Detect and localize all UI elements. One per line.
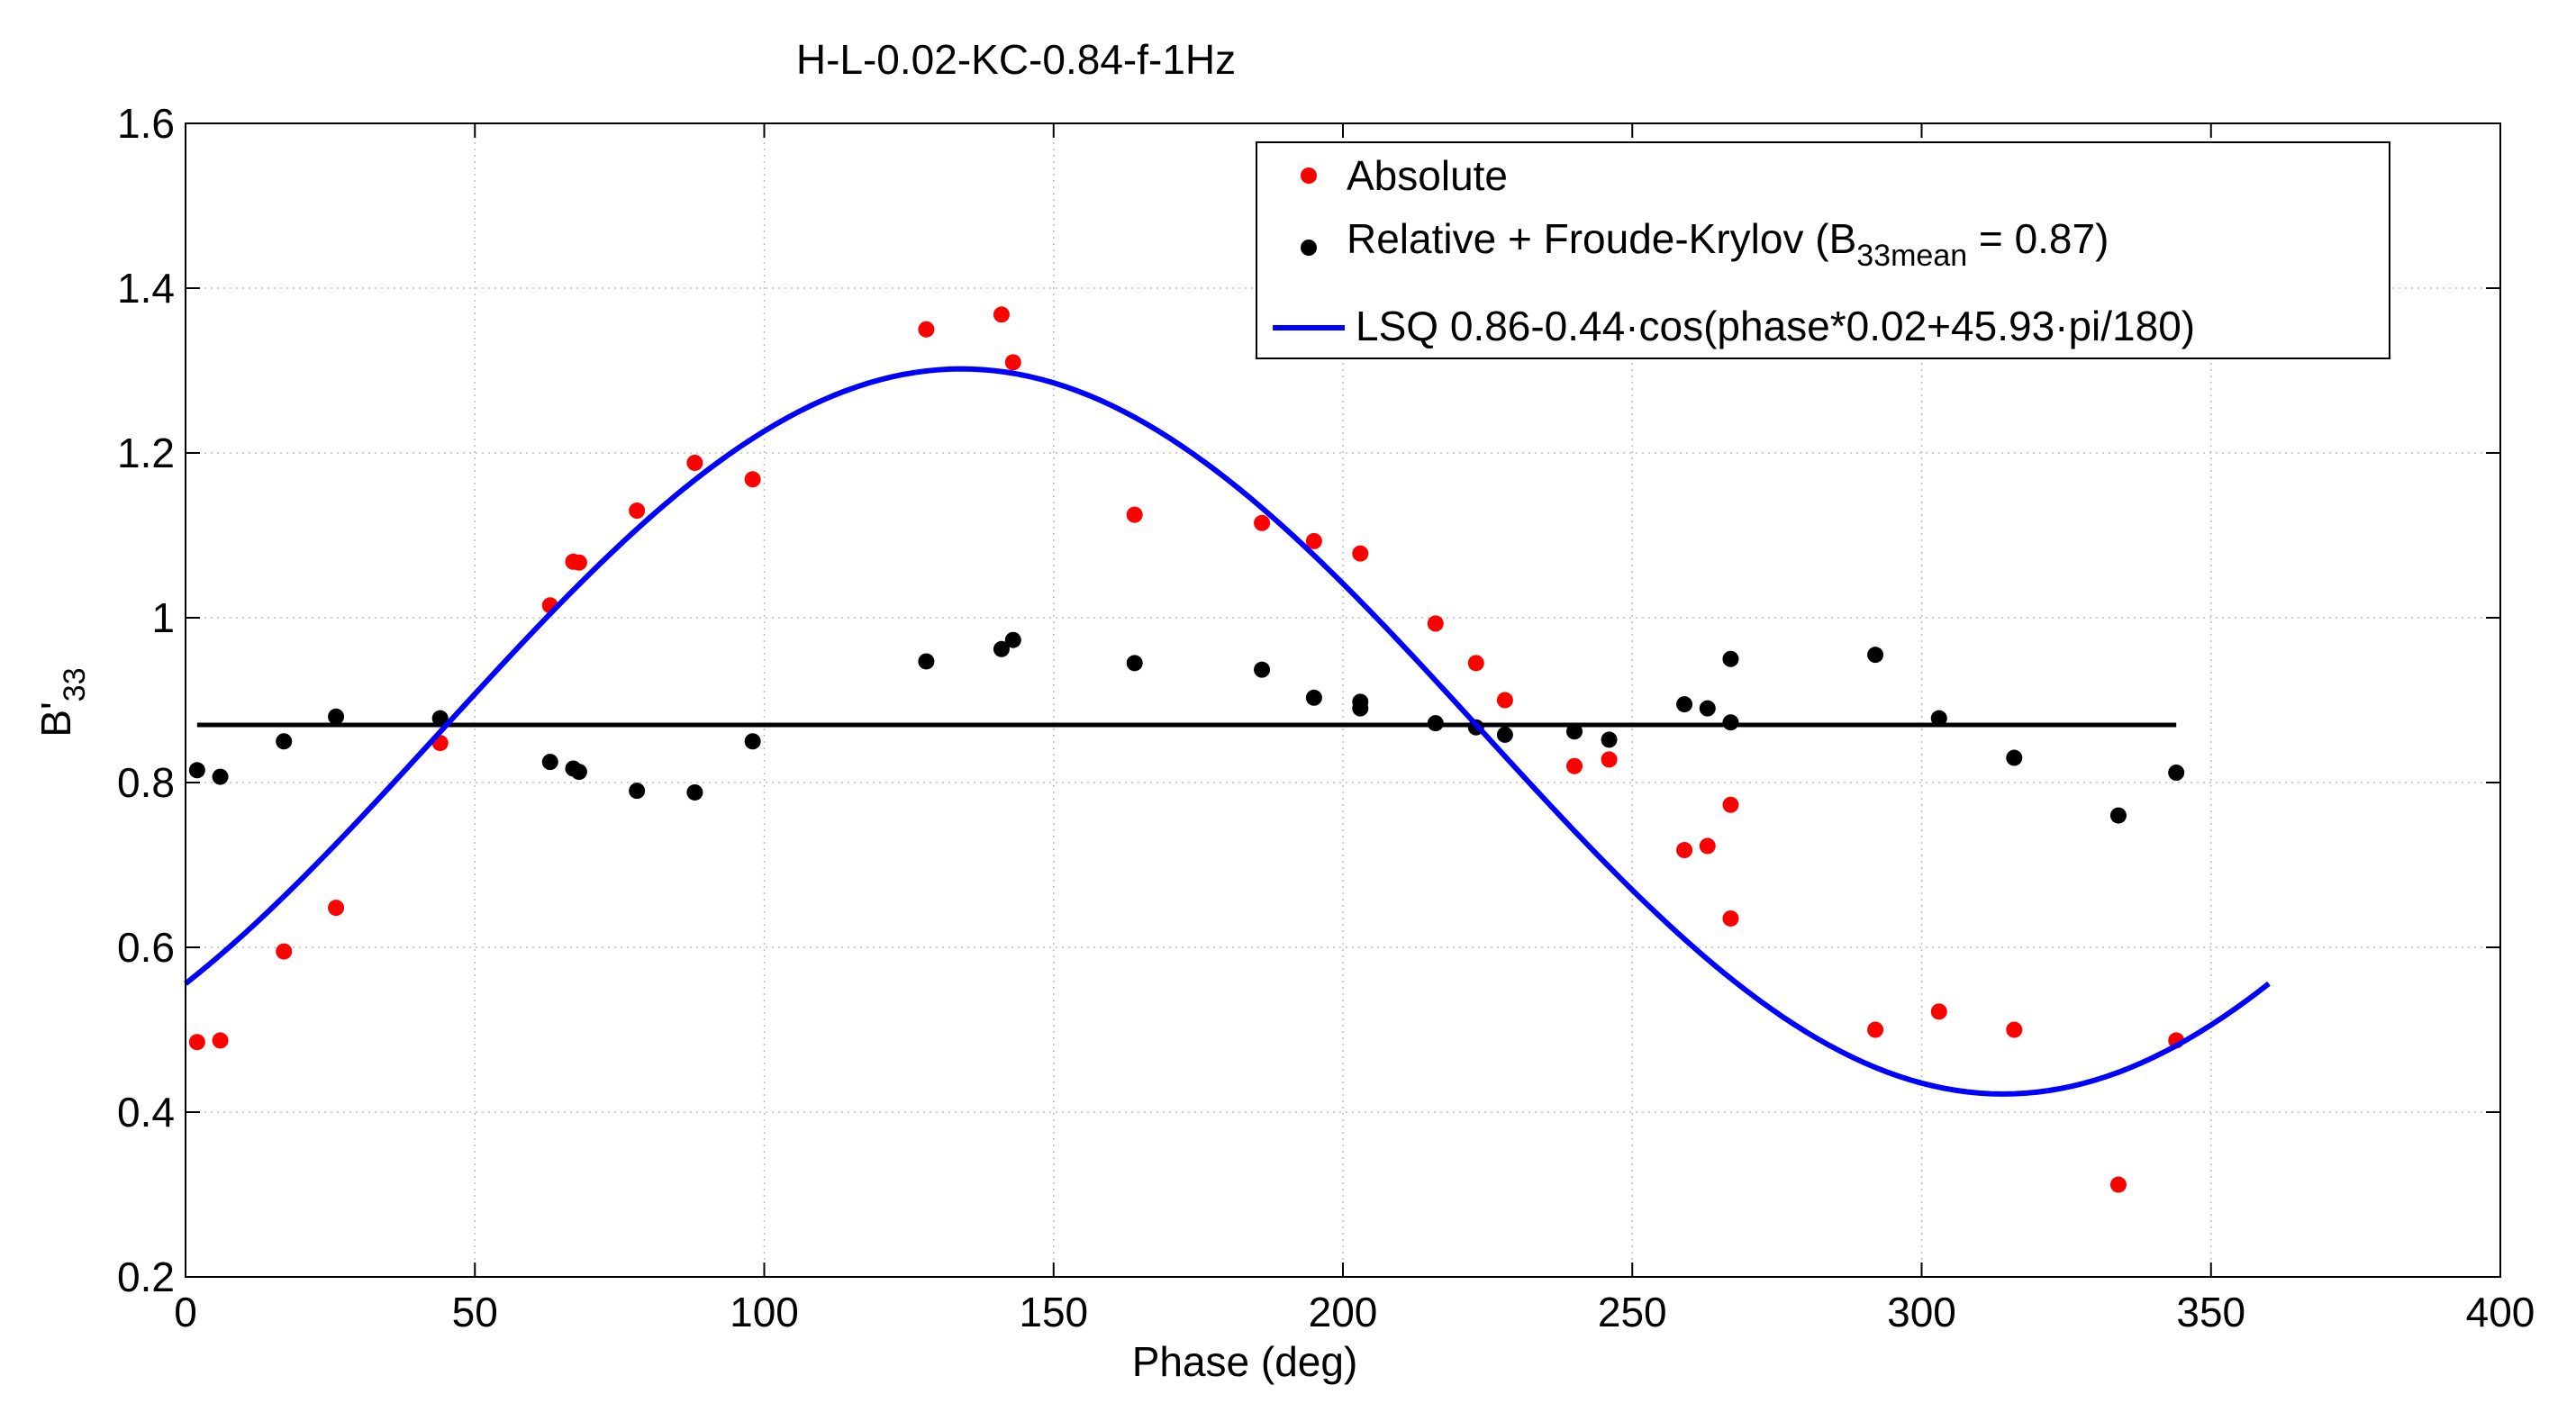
absolute-point (276, 943, 293, 960)
x-tick-label: 300 (1887, 1289, 1956, 1335)
absolute-point (1004, 354, 1021, 371)
relative-point (993, 640, 1010, 657)
y-tick-label: 1 (151, 594, 175, 641)
absolute-point (1467, 655, 1484, 672)
absolute-point (686, 454, 703, 471)
absolute-point (570, 554, 587, 571)
x-tick-label: 150 (1019, 1289, 1088, 1335)
absolute-point (1496, 692, 1513, 709)
y-tick-label: 0.8 (117, 759, 175, 806)
x-tick-label: 50 (452, 1289, 498, 1335)
y-tick-label: 1.6 (117, 100, 175, 147)
relative-point (629, 783, 646, 800)
legend-relative-main: Relative + Froude-Krylov (B (1347, 215, 1856, 262)
relative-point (1722, 714, 1739, 731)
relative-point (1566, 723, 1583, 740)
x-tick-label: 200 (1309, 1289, 1378, 1335)
absolute-point (1427, 615, 1444, 632)
legend-fit-label: LSQ 0.86-0.44·cos(phase*0.02+45.93·pi/18… (1356, 303, 2195, 349)
x-tick-label: 350 (2176, 1289, 2245, 1335)
y-tick-label: 1.2 (117, 430, 175, 476)
absolute-point (1722, 796, 1739, 813)
x-axis-label: Phase (deg) (1132, 1338, 1358, 1385)
y-axis-label-main: B' (32, 701, 79, 737)
relative-point (2109, 807, 2127, 824)
y-axis-label-sub: 33 (58, 667, 92, 701)
relative-point (1867, 647, 1884, 664)
absolute-point (212, 1032, 229, 1049)
x-tick-label: 0 (174, 1289, 197, 1335)
absolute-point (1254, 514, 1271, 531)
grid-lines (186, 123, 2500, 1277)
x-tick-label: 250 (1598, 1289, 1667, 1335)
relative-point (1126, 655, 1143, 672)
legend-absolute-marker (1301, 167, 1317, 184)
absolute-point (744, 471, 761, 488)
relative-point (2168, 765, 2185, 782)
svg-text:B'33: B'33 (32, 667, 92, 737)
tick-marks (185, 122, 2501, 1278)
relative-point (744, 733, 761, 750)
lsq-fit-curve (184, 366, 2271, 1097)
absolute-point (2006, 1021, 2023, 1038)
relative-point (212, 768, 229, 785)
legend-relative-marker (1301, 240, 1317, 256)
legend-relative-tail: = 0.87) (1967, 215, 2109, 262)
relative-point (1352, 700, 1369, 717)
relative-point (276, 733, 293, 750)
y-tick-label: 0.4 (117, 1089, 175, 1136)
absolute-point (2109, 1176, 2127, 1193)
relative-point (686, 783, 703, 801)
absolute-point (1566, 757, 1583, 774)
absolute-point (188, 1034, 205, 1051)
absolute-point (1601, 751, 1618, 768)
relative-point (1254, 661, 1271, 678)
relative-point (431, 710, 449, 727)
relative-point (1722, 650, 1739, 667)
relative-point (918, 653, 935, 670)
tick-labels: 0 50 100 150 200 250 300 350 400 0.2 0.4 0.6 0.8 1 1.2… (117, 100, 2535, 1335)
relative-point (188, 762, 205, 779)
absolute-point (1699, 837, 1716, 855)
relative-point (2006, 749, 2023, 766)
legend: Absolute Relative + Froude-Krylov (B33me… (1256, 141, 2390, 359)
relative-point (328, 708, 345, 725)
relative-point (1004, 631, 1021, 648)
relative-point (1601, 731, 1618, 748)
legend-absolute-label: Absolute (1347, 152, 1508, 199)
relative-point (1305, 689, 1322, 706)
absolute-point (328, 900, 345, 917)
y-axis-label: B'33 (32, 667, 92, 737)
absolute-point (1722, 910, 1739, 927)
relative-point (1699, 700, 1716, 717)
y-tick-label: 0.2 (117, 1254, 175, 1300)
relative-point (541, 754, 558, 771)
x-tick-label: 400 (2466, 1289, 2535, 1335)
absolute-point (993, 306, 1010, 323)
legend-relative-sub: 33mean (1856, 239, 1967, 273)
x-tick-label: 100 (730, 1289, 799, 1335)
absolute-point (918, 321, 935, 338)
absolute-point (1126, 506, 1143, 523)
y-tick-label: 0.6 (117, 924, 175, 971)
relative-point (1676, 696, 1693, 713)
plot-area (184, 306, 2271, 1193)
absolute-point (1305, 532, 1322, 549)
absolute-point (629, 502, 646, 520)
legend-box (1256, 141, 2390, 359)
absolute-point (1930, 1003, 1947, 1020)
relative-point (570, 764, 587, 781)
absolute-point (1867, 1021, 1884, 1038)
relative-point (1930, 710, 1947, 727)
chart-title: H-L-0.02-KC-0.84-f-1Hz (796, 36, 1236, 83)
relative-point (1496, 726, 1513, 743)
absolute-point (1676, 842, 1693, 859)
absolute-point (1352, 545, 1369, 562)
y-tick-label: 1.4 (117, 265, 175, 312)
legend-relative-label: Relative + Froude-Krylov (B33mean = 0.87… (1347, 215, 2109, 273)
